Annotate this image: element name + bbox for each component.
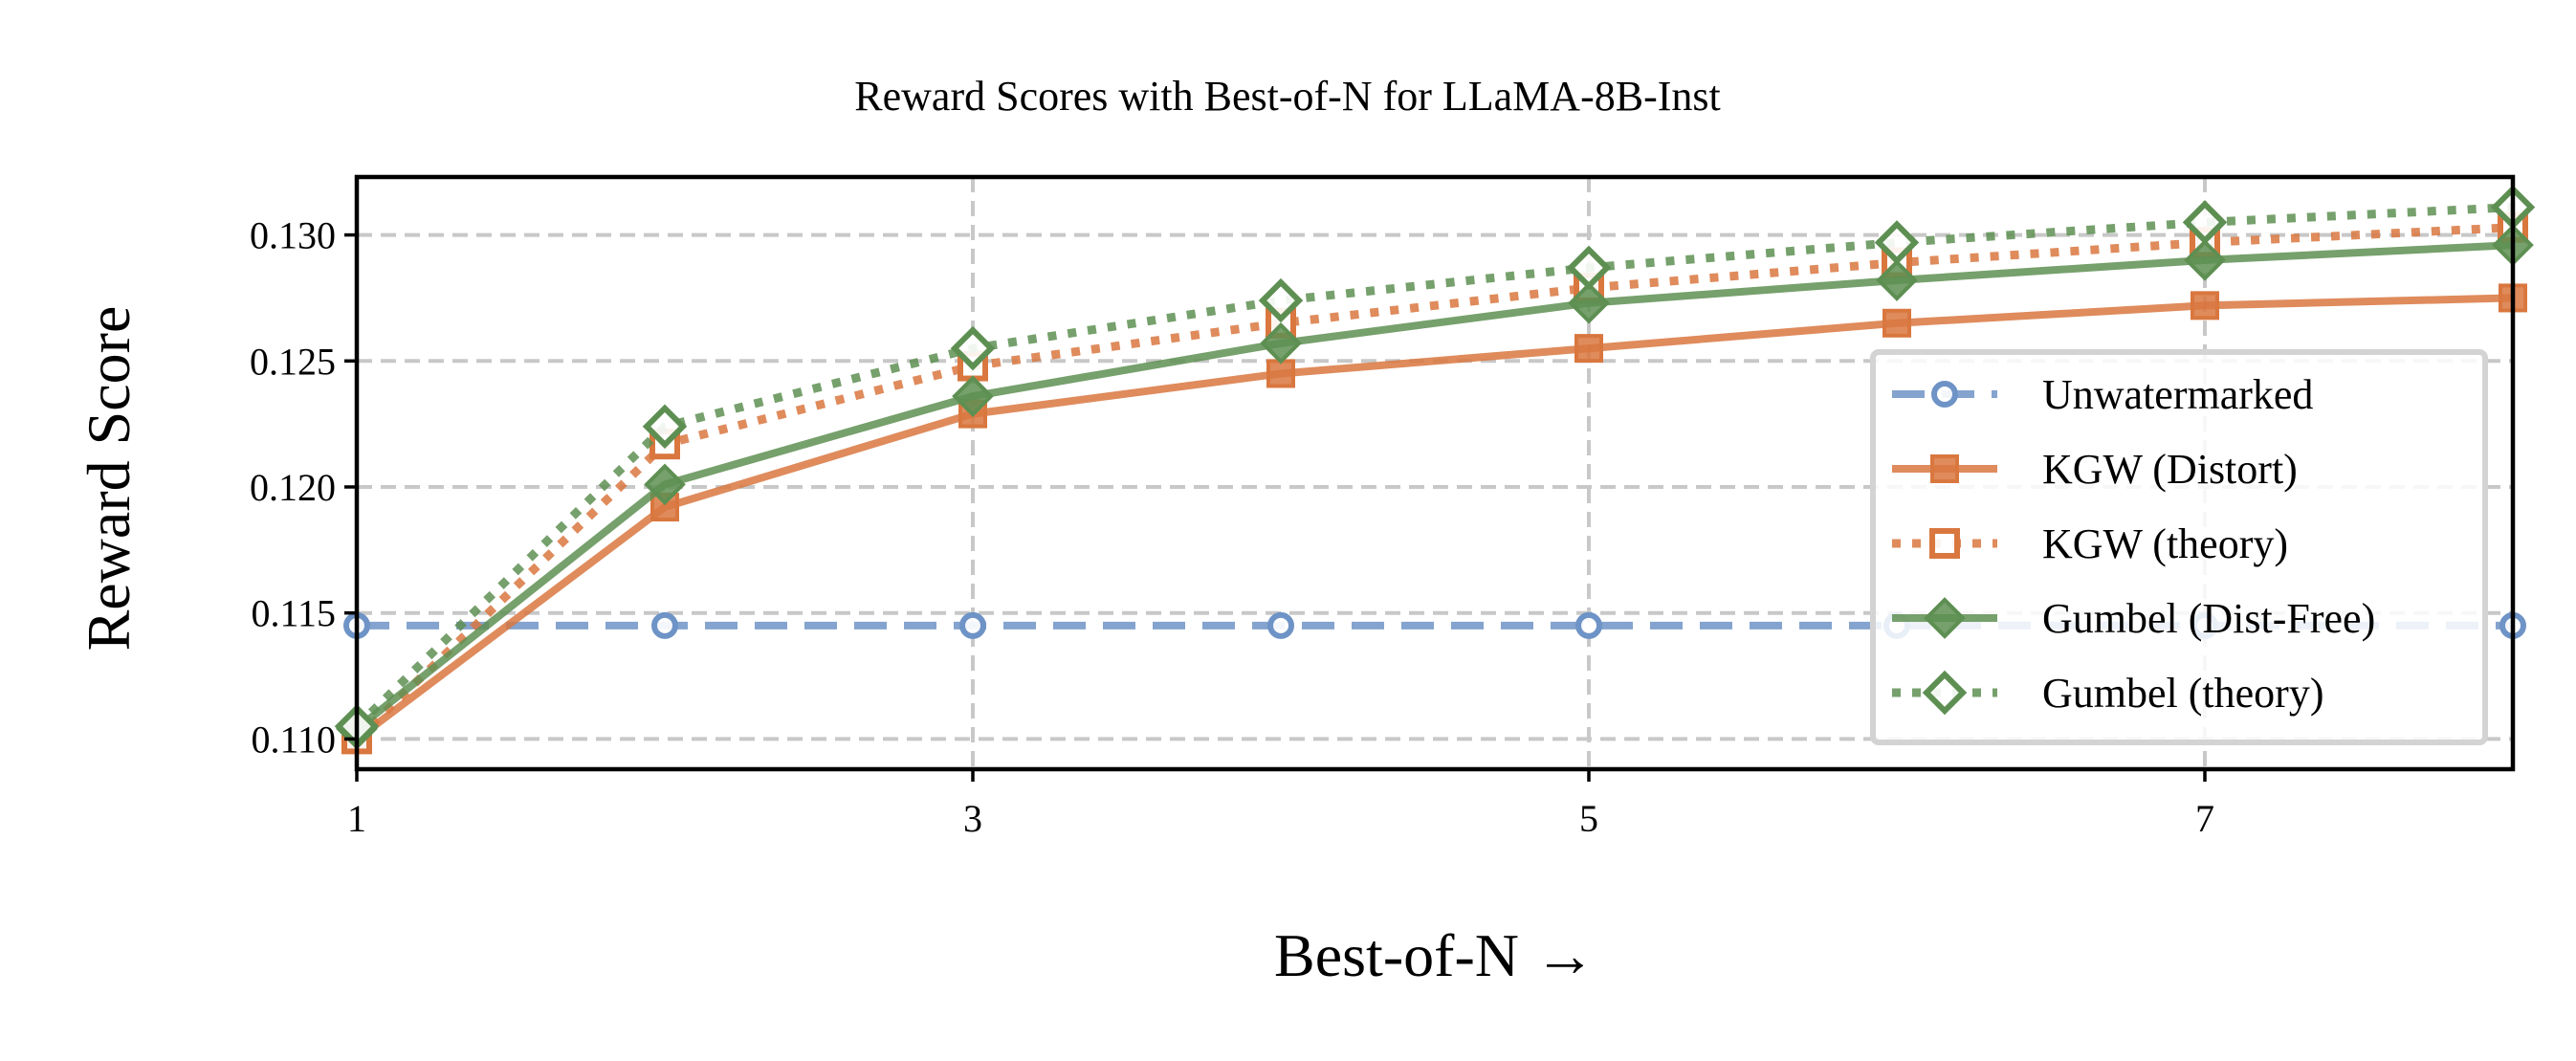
legend-item: Gumbel (theory) (1892, 670, 2323, 717)
legend-marker (1922, 670, 1968, 716)
y-tick-label: 0.125 (250, 340, 336, 383)
data-point (1566, 245, 1612, 291)
legend-item: KGW (Distort) (1892, 446, 2298, 493)
y-tick-label: 0.120 (250, 466, 336, 509)
series-3 (336, 224, 2534, 750)
data-point (1568, 281, 1610, 324)
data-point (1876, 259, 1918, 301)
data-point (1874, 220, 1920, 265)
legend-item: KGW (theory) (1892, 520, 2288, 567)
legend-marker (1924, 597, 1966, 639)
data-point (651, 611, 678, 639)
data-point (2191, 291, 2219, 321)
legend-label: Gumbel (theory) (2042, 670, 2323, 717)
y-tick-label: 0.115 (251, 592, 336, 635)
legend-marker (1931, 381, 1958, 408)
legend-label: KGW (Distort) (2042, 446, 2298, 493)
y-tick-label: 0.110 (251, 718, 336, 761)
series-line (354, 241, 2514, 732)
x-tick-label: 3 (963, 797, 982, 840)
series-line (353, 223, 2514, 742)
x-tick-label: 7 (2195, 797, 2214, 840)
data-point (2182, 200, 2228, 245)
data-point (1574, 334, 1603, 364)
data-point (1575, 611, 1602, 639)
series-line (354, 294, 2514, 742)
data-point (959, 611, 986, 639)
legend-label: Gumbel (Dist-Free) (2042, 595, 2375, 642)
data-point (1258, 277, 1304, 323)
chart-title: Reward Scores with Best-of-N for LLaMA-8… (854, 73, 1720, 120)
legend-marker (1930, 454, 1959, 483)
legend-label: KGW (theory) (2042, 520, 2288, 567)
data-point (1882, 308, 1911, 338)
x-tick-label: 1 (347, 797, 366, 840)
tick-layer: 0.110 0.115 0.120 0.125 0.130 1 3 5 7 (250, 214, 2214, 840)
x-axis-label: Best-of-N → (1274, 921, 1596, 989)
legend-item: Gumbel (Dist-Free) (1892, 595, 2375, 642)
legend-marker (1929, 528, 1960, 559)
data-point (642, 404, 688, 450)
series-line (353, 203, 2514, 730)
data-point (1260, 322, 1302, 365)
plot-frame (354, 174, 2516, 772)
legend: Unwatermarked KGW (Distort) KGW (theory) Gu… (1870, 349, 2488, 745)
data-point (1266, 359, 1295, 388)
series-layer (334, 185, 2536, 755)
legend-label: Unwatermarked (2042, 371, 2313, 418)
x-tick-label: 5 (1579, 797, 1598, 840)
y-axis-label: Reward Score (75, 306, 143, 652)
data-point (2184, 239, 2226, 281)
data-point (644, 463, 686, 506)
y-tick-label: 0.130 (250, 214, 336, 257)
data-point (952, 375, 994, 417)
legend-item: Unwatermarked (1892, 371, 2313, 418)
data-point (950, 325, 996, 371)
legend-entries: Unwatermarked KGW (Distort) KGW (theory) Gu… (1892, 371, 2375, 717)
data-point (1267, 611, 1294, 639)
legend-box (1870, 349, 2488, 745)
